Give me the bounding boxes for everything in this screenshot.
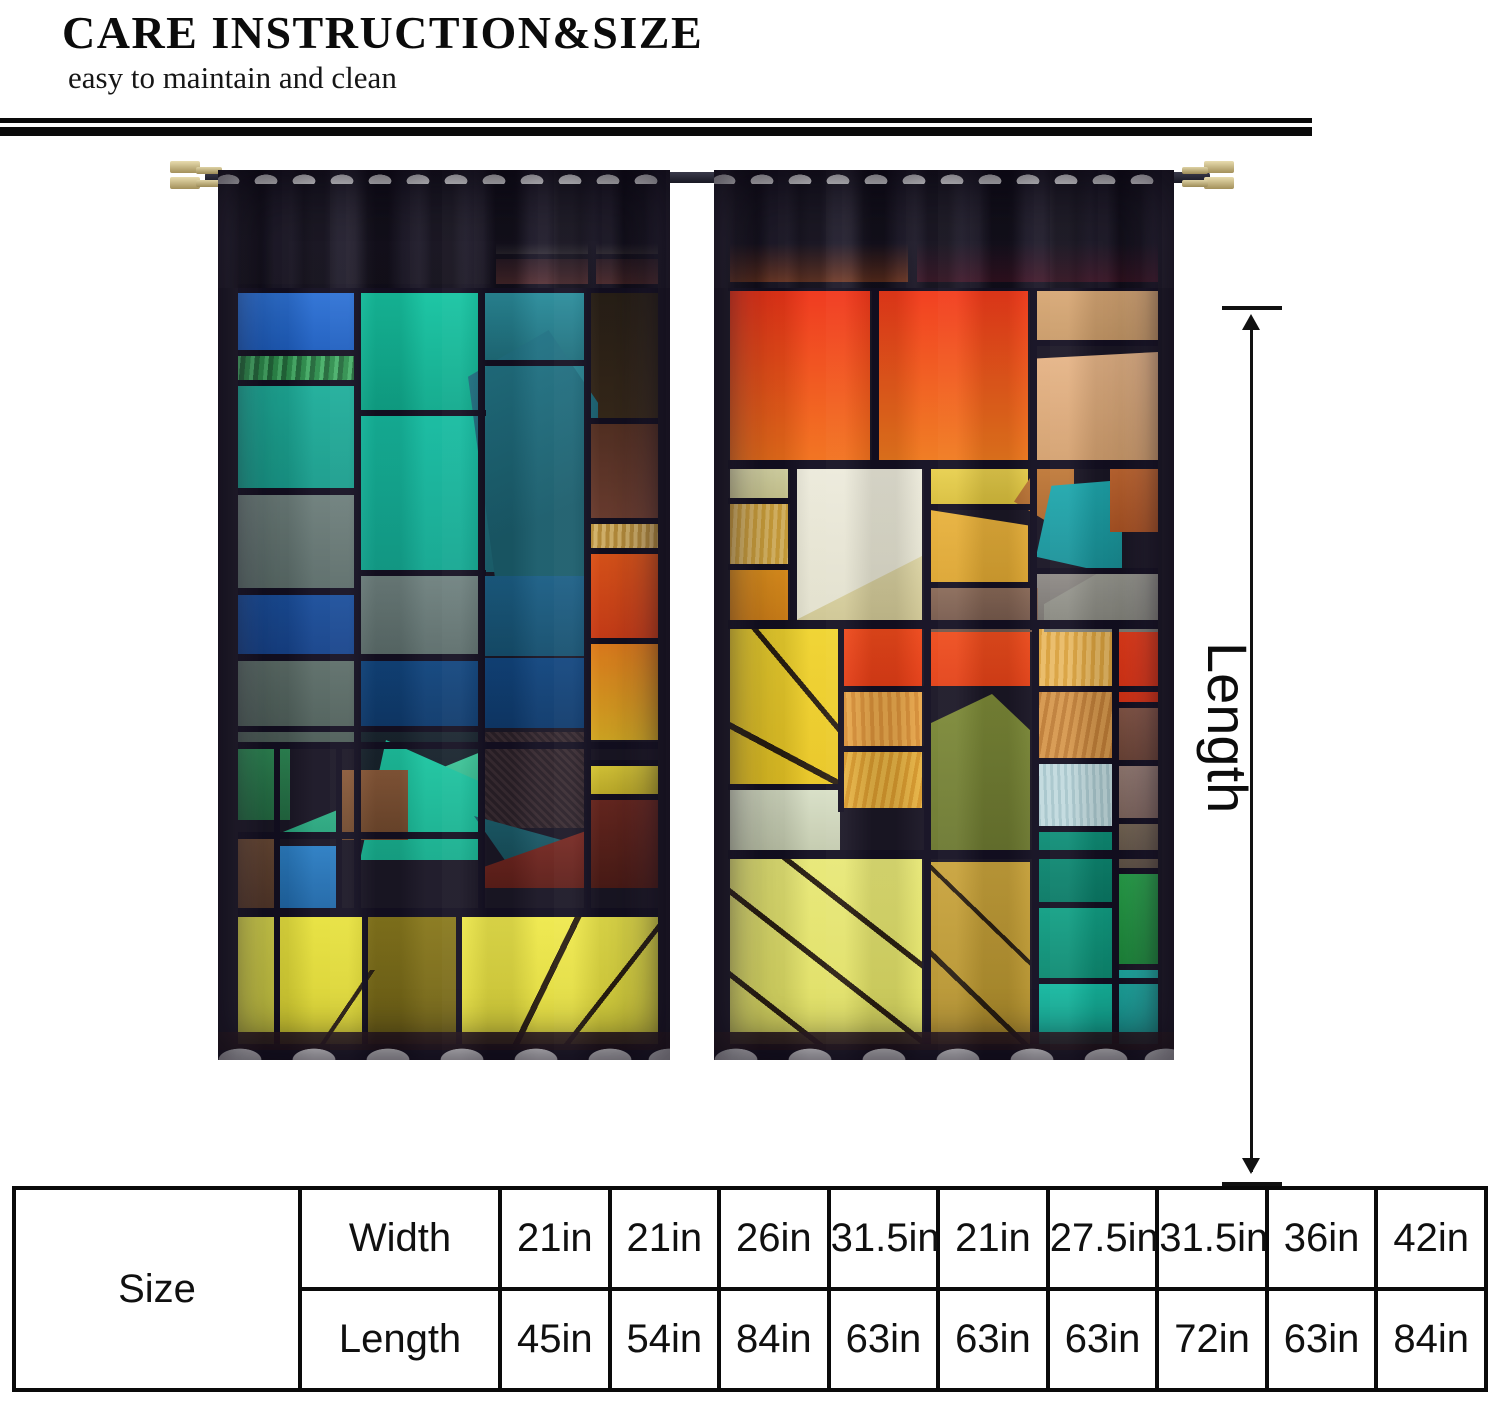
cell-length-1: 45in <box>498 1287 612 1392</box>
table-row-width: Size Width 21in 21in 26in 31.5in 21in 27… <box>12 1186 1488 1392</box>
header: CARE INSTRUCTION&SIZE easy to maintain a… <box>0 0 1500 118</box>
length-arrow-line <box>1250 320 1253 1172</box>
panel-hem-scallop-left <box>218 1034 670 1060</box>
rod-pocket-folds-left <box>218 170 670 288</box>
length-tick-bottom <box>1222 1182 1282 1186</box>
row-label-width: Width <box>298 1186 502 1291</box>
cell-width-9: 42in <box>1374 1186 1488 1291</box>
header-divider-gap <box>0 123 1312 127</box>
rod-finial-left-icon <box>170 158 222 192</box>
length-arrow-down-icon <box>1242 1158 1260 1174</box>
cell-width-2: 21in <box>607 1186 722 1291</box>
length-tick-top <box>1222 306 1282 310</box>
panel-hem-scallop-right <box>714 1034 1174 1060</box>
rod-pocket-edge-left <box>218 170 670 184</box>
length-arrow-up-icon <box>1242 314 1260 330</box>
cell-length-7: 72in <box>1155 1287 1269 1392</box>
header-divider-bottom <box>0 127 1312 136</box>
table-row-length: Length 45in 54in 84in 63in 63in 63in 72i… <box>14 1287 1488 1392</box>
cell-length-3: 84in <box>717 1287 831 1392</box>
stained-glass-pattern-left <box>218 170 670 1060</box>
size-corner-label: Size <box>12 1186 302 1392</box>
curtain-panel-right <box>714 170 1174 1060</box>
rod-pocket-folds-right <box>714 170 1174 288</box>
stained-glass-pattern-right <box>714 170 1174 1060</box>
cell-width-8: 36in <box>1264 1186 1379 1291</box>
curtain-rod <box>205 172 1210 183</box>
curtain-panel-left <box>218 170 670 1060</box>
cell-length-8: 63in <box>1264 1287 1379 1392</box>
rod-pocket-right <box>714 170 1174 288</box>
rod-pocket-edge-right <box>714 170 1174 184</box>
header-divider-top <box>0 118 1312 123</box>
page-subtitle: easy to maintain and clean <box>68 60 397 95</box>
cell-length-9: 84in <box>1374 1287 1488 1392</box>
rod-pocket-left <box>218 170 670 288</box>
cell-length-5: 63in <box>936 1287 1050 1392</box>
cell-width-7: 31.5in <box>1155 1186 1269 1291</box>
cell-length-6: 63in <box>1045 1287 1160 1392</box>
length-label: Length <box>1196 642 1259 814</box>
cell-width-6: 27.5in <box>1045 1186 1160 1291</box>
cell-width-5: 21in <box>936 1186 1050 1291</box>
cell-width-1: 21in <box>498 1186 612 1291</box>
product-photo: Length Width <box>0 140 1500 1286</box>
row-label-length: Length <box>298 1287 502 1392</box>
size-table: Size Width 21in 21in 26in 31.5in 21in 27… <box>12 1186 1488 1392</box>
rod-finial-right-icon <box>1182 158 1234 192</box>
length-dimension: Length <box>1196 306 1296 1186</box>
cell-width-4: 31.5in <box>826 1186 941 1291</box>
page-title: CARE INSTRUCTION&SIZE <box>62 7 704 58</box>
cell-length-2: 54in <box>607 1287 722 1392</box>
cell-width-3: 26in <box>717 1186 831 1291</box>
cell-length-4: 63in <box>826 1287 941 1392</box>
